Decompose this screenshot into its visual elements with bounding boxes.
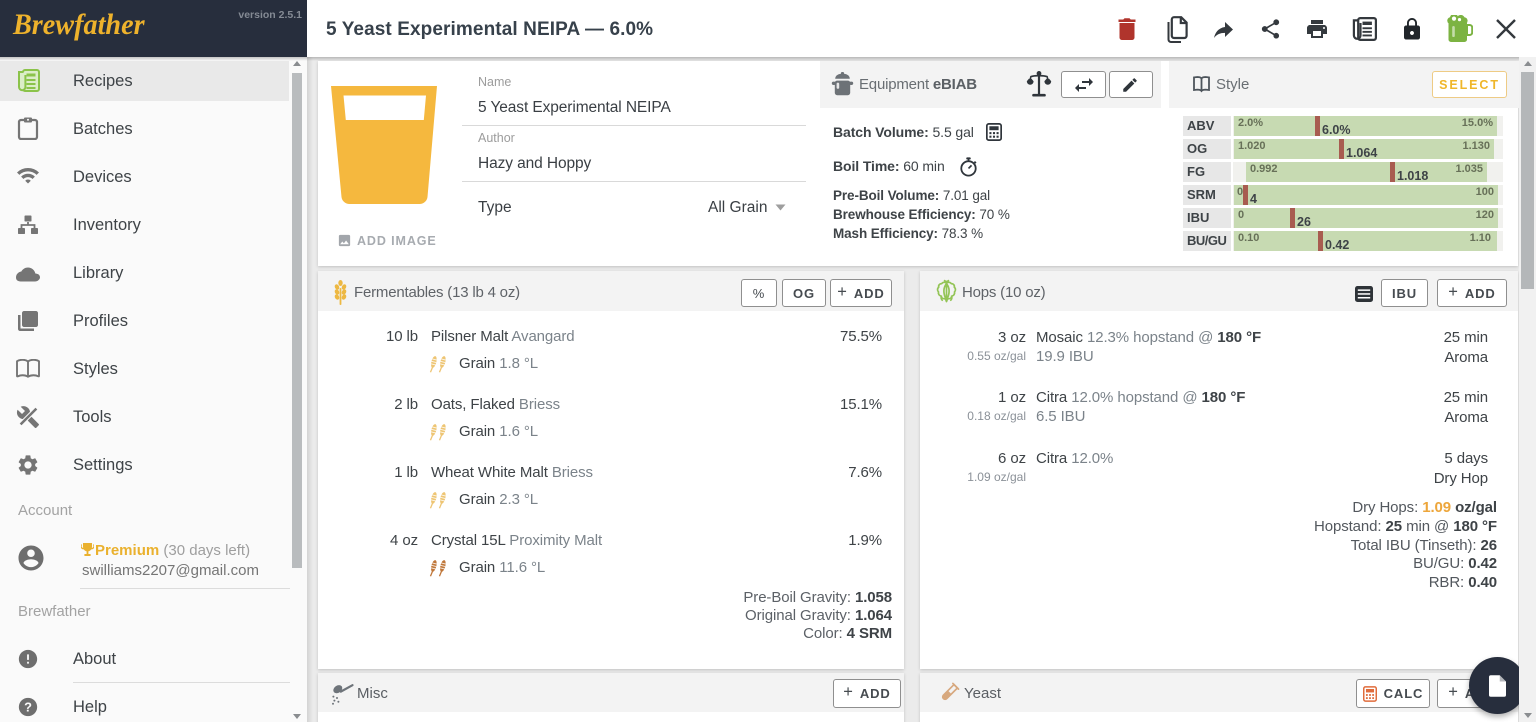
svg-text:?: ?: [24, 700, 32, 715]
